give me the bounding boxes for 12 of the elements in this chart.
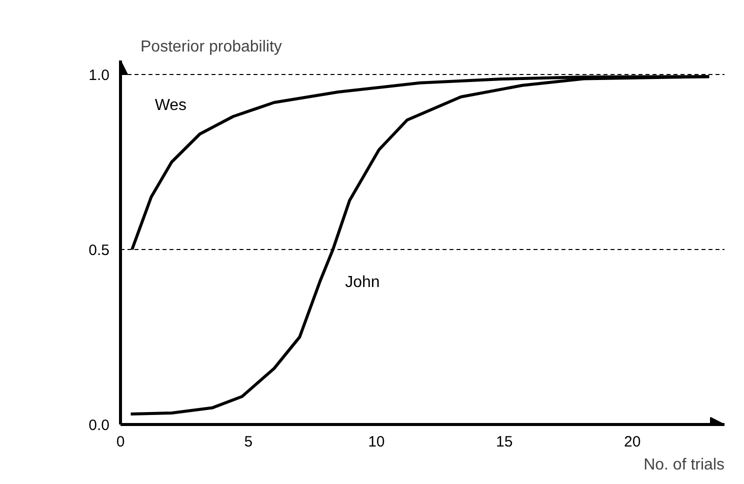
y-axis-title: Posterior probability: [140, 38, 282, 56]
x-axis-title: No. of trials: [644, 456, 725, 474]
x-tick-label: 0: [116, 434, 125, 450]
x-tick-label: 5: [244, 434, 253, 450]
series-label: John: [345, 274, 380, 291]
x-tick-label: 15: [496, 434, 513, 450]
y-tick-label: 1.0: [88, 67, 110, 84]
x-tick-label: 20: [624, 434, 641, 450]
y-tick-label: 0.5: [88, 242, 110, 259]
y-tick-label: 0.0: [88, 417, 110, 434]
series-label: Wes: [154, 97, 187, 114]
x-tick-label: 10: [368, 434, 385, 450]
